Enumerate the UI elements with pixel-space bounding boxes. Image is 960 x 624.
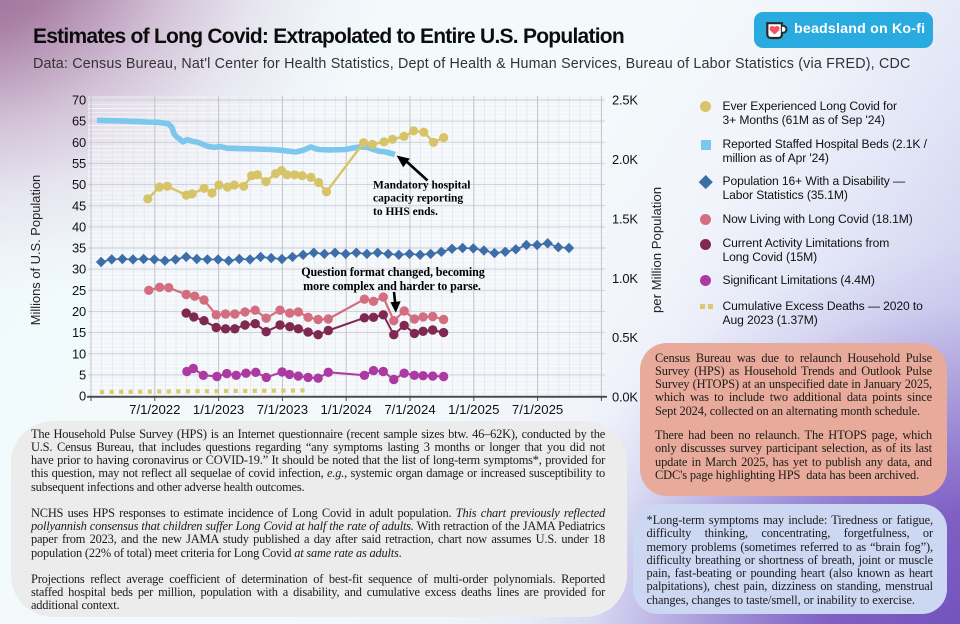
svg-text:15: 15 bbox=[72, 325, 86, 340]
svg-text:1.5K: 1.5K bbox=[612, 211, 638, 226]
svg-text:Question format changed, becom: Question format changed, becoming bbox=[301, 265, 485, 279]
svg-text:Millions of U.S. Population: Millions of U.S. Population bbox=[28, 175, 43, 325]
svg-text:7/1/2022: 7/1/2022 bbox=[129, 402, 180, 417]
svg-text:50: 50 bbox=[72, 177, 86, 192]
svg-text:35: 35 bbox=[72, 241, 86, 256]
svg-text:55: 55 bbox=[72, 156, 86, 171]
svg-text:40: 40 bbox=[72, 220, 86, 235]
svg-text:20: 20 bbox=[72, 304, 86, 319]
svg-text:1.0K: 1.0K bbox=[612, 271, 638, 286]
svg-text:capacity reporting: capacity reporting bbox=[373, 193, 463, 205]
svg-text:10: 10 bbox=[72, 346, 86, 361]
svg-text:0.0K: 0.0K bbox=[612, 390, 638, 405]
svg-text:2.0K: 2.0K bbox=[612, 152, 638, 167]
svg-text:25: 25 bbox=[72, 283, 86, 298]
svg-text:30: 30 bbox=[72, 262, 86, 277]
svg-text:per Million Population: per Million Population bbox=[649, 187, 664, 313]
svg-text:7/1/2024: 7/1/2024 bbox=[384, 402, 435, 417]
svg-text:1/1/2025: 1/1/2025 bbox=[448, 402, 499, 417]
svg-text:more complex and harder to par: more complex and harder to parse. bbox=[303, 279, 481, 293]
svg-text:7/1/2023: 7/1/2023 bbox=[257, 402, 308, 417]
svg-text:70: 70 bbox=[72, 93, 86, 108]
svg-text:60: 60 bbox=[72, 135, 86, 150]
svg-text:65: 65 bbox=[72, 114, 86, 129]
svg-text:1/1/2024: 1/1/2024 bbox=[321, 402, 372, 417]
svg-text:5: 5 bbox=[79, 368, 86, 383]
svg-text:2.5K: 2.5K bbox=[612, 93, 638, 108]
svg-text:0.5K: 0.5K bbox=[612, 330, 638, 345]
svg-text:7/1/2025: 7/1/2025 bbox=[512, 402, 563, 417]
svg-text:1/1/2023: 1/1/2023 bbox=[193, 402, 244, 417]
svg-text:0: 0 bbox=[79, 389, 86, 404]
svg-text:to HHS ends.: to HHS ends. bbox=[373, 206, 438, 218]
svg-text:45: 45 bbox=[72, 198, 86, 213]
svg-text:Mandatory hospital: Mandatory hospital bbox=[373, 179, 470, 191]
